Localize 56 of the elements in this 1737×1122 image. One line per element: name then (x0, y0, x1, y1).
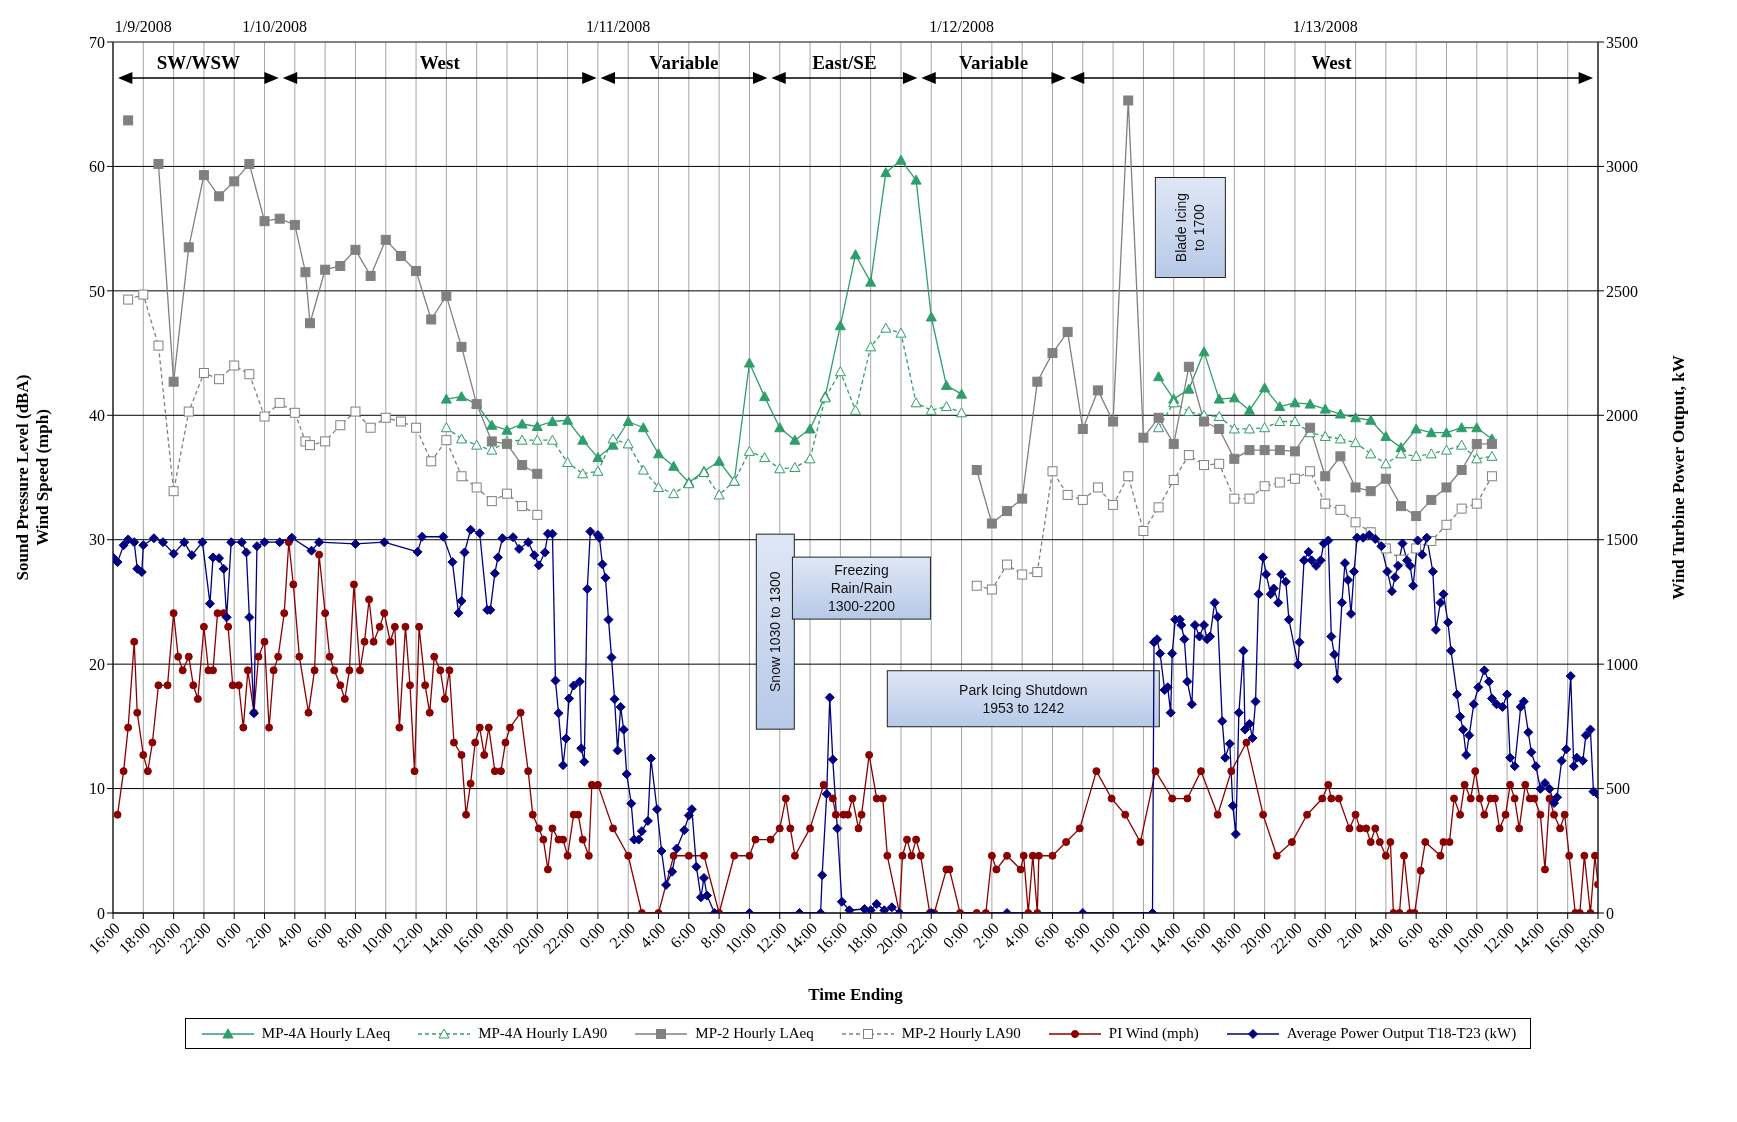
y-tick-label: 40 (89, 406, 105, 424)
annotation: Blade Icing to 1700 (1173, 192, 1208, 263)
legend-label: MP-2 Hourly LA90 (901, 1025, 1021, 1042)
y2-tick-label: 1000 (1606, 655, 1638, 673)
y2-tick-label: 3500 (1606, 33, 1638, 51)
x2-tick-label: 1/10/2008 (242, 18, 308, 35)
y-tick-label: 10 (89, 780, 105, 798)
legend-label: MP-4A Hourly LA90 (478, 1025, 608, 1042)
x-tick-label: 2:00 (1333, 919, 1366, 952)
legend-label: MP-4A Hourly LAeq (261, 1025, 391, 1042)
x-tick-label: 4:00 (1363, 919, 1397, 952)
annotation: Snow 1030 to 1300 (767, 571, 784, 692)
x-tick-label: 0:00 (212, 919, 245, 952)
annotation: West (1311, 52, 1353, 73)
x-axis-title: Time Ending (808, 985, 904, 1004)
annotation: Park Icing Shutdown 1953 to 1242 (959, 681, 1088, 716)
x-tick-label: 2:00 (242, 919, 275, 952)
y2-tick-label: 500 (1606, 780, 1630, 798)
annotation: West (419, 52, 461, 73)
y2-tick-label: 0 (1606, 904, 1614, 922)
x2-tick-label: 1/12/2008 (929, 18, 995, 35)
y2-tick-label: 2000 (1606, 406, 1638, 424)
y2-tick-label: 1500 (1606, 531, 1638, 549)
y-tick-label: 30 (89, 531, 105, 549)
x-tick-label: 0:00 (575, 919, 609, 952)
x-tick-label: 4:00 (272, 919, 305, 952)
x-tick-label: 2:00 (606, 919, 639, 952)
y2-tick-label: 3000 (1606, 158, 1638, 176)
x-tick-label: 0:00 (1303, 919, 1336, 952)
annotation: Freezing Rain/Rain 1300-2200 (827, 562, 896, 615)
x-tick-label: 6:00 (303, 919, 336, 952)
y-tick-label: 70 (89, 33, 105, 51)
y2-tick-label: 2500 (1606, 282, 1638, 300)
x-tick-label: 6:00 (666, 919, 699, 952)
y-tick-label: 20 (89, 655, 105, 673)
annotation: Variable (649, 52, 719, 73)
x-tick-label: 2:00 (969, 919, 1003, 952)
annotation: SW/WSW (156, 52, 241, 73)
y-axis-title: Sound Pressure Level (dBA) Wind Speed (mph) (13, 374, 52, 581)
x2-tick-label: 1/13/2008 (1292, 18, 1358, 35)
x2-tick-label: 1/11/2008 (585, 18, 651, 35)
x-tick-label: 4:00 (1000, 919, 1033, 952)
x-tick-label: 6:00 (1394, 919, 1427, 952)
legend-label: Average Power Output T18-T23 (kW) (1286, 1025, 1517, 1042)
annotation: East/SE (812, 52, 877, 73)
y-tick-label: 50 (89, 282, 105, 300)
x2-tick-label: 1/9/2008 (114, 18, 172, 35)
y-tick-label: 0 (97, 904, 105, 922)
y-tick-label: 60 (89, 158, 105, 176)
x-tick-label: 4:00 (636, 919, 669, 952)
x-tick-label: 6:00 (1030, 919, 1063, 952)
x-tick-label: 0:00 (939, 919, 972, 952)
y2-axis-title: Wind Turbine Power Output, kW (1669, 355, 1688, 600)
annotation: Variable (959, 52, 1029, 73)
legend-label: MP-2 Hourly LAeq (695, 1025, 814, 1042)
legend-label: PI Wind (mph) (1108, 1025, 1199, 1042)
